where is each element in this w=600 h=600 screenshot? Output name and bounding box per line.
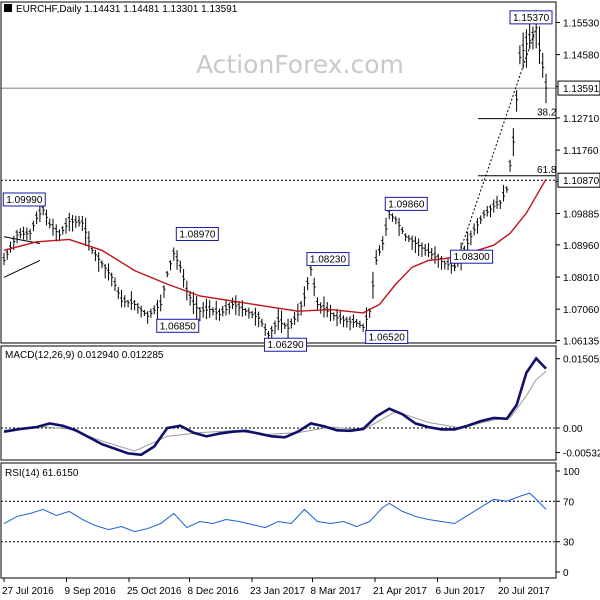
macd-panel-frame <box>0 345 557 461</box>
price-y-tick-label: 1.11760 <box>563 146 599 157</box>
x-tick-label: 8 Mar 2017 <box>311 586 362 597</box>
x-tick-label: 8 Dec 2016 <box>188 586 240 597</box>
moving-average-line <box>3 178 547 314</box>
price-annotation-label: 1.06520 <box>369 332 406 343</box>
price-annotation-box <box>263 337 307 352</box>
reference-level-label: 1.10870 <box>563 176 600 187</box>
rsi-line <box>3 492 547 533</box>
triangle-lower-line <box>3 259 41 278</box>
price-annotation-label: 1.08230 <box>310 255 347 266</box>
axis-layer: 27 Jul 2016 9 Sep 2016 25 Oct 2016 8 Dec 20… <box>2 578 550 597</box>
price-annotation-box <box>365 329 409 344</box>
price-annotation-box <box>156 318 200 333</box>
price-y-tick-label: 1.09885 <box>563 210 600 221</box>
price-annotation-label: 1.06850 <box>160 321 197 332</box>
x-tick-label: 9 Sep 2016 <box>64 586 116 597</box>
macd-line <box>3 356 547 457</box>
x-tick-label: 6 Jun 2017 <box>436 586 486 597</box>
watermark: ActionForex.com <box>196 50 404 79</box>
rsi-y-tick-label: 70 <box>563 497 575 508</box>
x-tick-label: 21 Apr 2017 <box>373 586 427 597</box>
price-annotation-box <box>175 227 219 242</box>
rsi-y-tick-label: 30 <box>563 538 575 549</box>
symbol-header: EURCHF,Daily 1.14431 1.14481 1.13301 1.1… <box>16 4 238 15</box>
price-y-tick-label: 1.12710 <box>563 114 600 125</box>
rsi-panel-frame <box>0 462 557 579</box>
x-tick-label: 25 Oct 2016 <box>127 586 182 597</box>
price-y-tick-label: 1.08010 <box>563 273 600 284</box>
x-tick-label: 23 Jan 2017 <box>250 586 305 597</box>
price-annotation-box <box>2 192 46 207</box>
current-price-box <box>557 80 600 96</box>
price-annotation-box <box>509 10 553 25</box>
macd-y-tick-label: 0.015052 <box>563 355 600 366</box>
fib-level-label: 61.8 <box>537 165 557 176</box>
macd-label: MACD(12,26,9) 0.012940 0.012285 <box>5 350 164 361</box>
rsi-label: RSI(14) 61.6150 <box>5 468 79 479</box>
price-annotation-label: 1.09860 <box>388 199 425 210</box>
fib-level-label: 38.2 <box>537 108 557 119</box>
price-annotation-label: 1.08970 <box>179 230 216 241</box>
price-y-tick-label: 1.14580 <box>563 51 600 62</box>
price-y-tick-label: 1.07060 <box>563 305 600 316</box>
reference-level-box <box>557 172 600 188</box>
symbol-marker-icon <box>4 4 12 12</box>
current-price-label: 1.13591 <box>563 84 600 95</box>
rsi-layer: 100 70 30 0 <box>1 467 580 579</box>
rsi-y-tick-label: 0 <box>563 568 569 579</box>
price-annotation-box <box>306 252 350 267</box>
price-annotation-label: 1.06290 <box>267 340 304 351</box>
price-layer: 1.155301.145801.136351.127101.117601.108… <box>1 10 600 352</box>
x-tick-label: 27 Jul 2016 <box>2 586 54 597</box>
rsi-y-tick-label: 100 <box>563 467 580 478</box>
price-annotation-box <box>384 196 428 211</box>
price-panel-frame <box>0 1 557 344</box>
price-annotation-label: 1.09990 <box>6 195 43 206</box>
macd-y-tick-label: 0.00 <box>563 424 583 435</box>
x-tick-label: 20 Jul 2017 <box>498 586 550 597</box>
price-annotation-label: 1.15370 <box>513 13 550 24</box>
price-y-tick-label: 1.15530 <box>563 18 600 29</box>
price-annotation-box <box>450 249 494 264</box>
price-y-tick-label: 1.06135 <box>563 336 600 347</box>
price-annotation-label: 1.08300 <box>454 252 491 263</box>
price-y-tick-label: 1.08960 <box>563 241 600 252</box>
